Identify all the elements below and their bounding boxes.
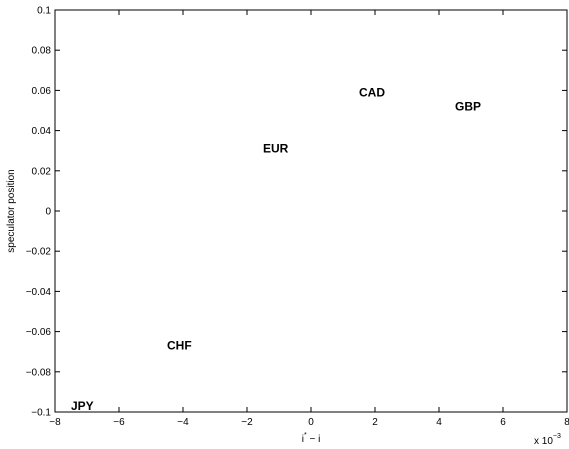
y-tick-label: −0.1 xyxy=(31,408,51,419)
x-tick-label: 6 xyxy=(500,417,506,428)
y-tick-label: −0.08 xyxy=(26,367,52,378)
point-label-chf: CHF xyxy=(167,339,192,353)
x-tick-label: −4 xyxy=(177,417,189,428)
x-axis-label-base: i xyxy=(302,434,304,445)
point-label-eur: EUR xyxy=(263,142,289,156)
point-label-jpy: JPY xyxy=(71,399,94,413)
x-axis-multiplier-base: x 10 xyxy=(534,436,553,447)
point-label-gbp: GBP xyxy=(455,99,481,113)
y-tick-label: 0 xyxy=(45,207,51,218)
y-tick-label: 0.1 xyxy=(37,6,51,17)
x-axis-multiplier: x 10−3 xyxy=(534,433,561,447)
y-tick-label: 0.08 xyxy=(32,46,52,57)
y-tick-label: 0.06 xyxy=(32,86,52,97)
x-axis-label-superscript: * xyxy=(304,432,307,439)
x-tick-label: −6 xyxy=(113,417,125,428)
x-tick-label: 2 xyxy=(372,417,378,428)
y-axis: −0.1 −0.08 −0.06 −0.04 −0.02 0 0.02 0.04 0.06 0.0… xyxy=(26,6,567,419)
y-tick-label: −0.02 xyxy=(26,247,52,258)
x-tick-label: −2 xyxy=(241,417,253,428)
y-axis-label: speculator position xyxy=(6,169,17,252)
x-axis: −8 −6 −4 −2 0 2 4 6 8 xyxy=(49,10,569,428)
x-tick-label: −8 xyxy=(49,417,61,428)
plot-area xyxy=(54,9,568,413)
y-tick-label: −0.06 xyxy=(26,327,52,338)
point-label-cad: CAD xyxy=(359,85,385,99)
x-tick-label: 4 xyxy=(436,417,442,428)
x-axis-label: i* − i xyxy=(302,432,321,445)
data-labels: CAD GBP EUR CHF JPY xyxy=(71,85,481,413)
x-tick-label: 8 xyxy=(564,417,569,428)
y-tick-label: 0.04 xyxy=(32,126,52,137)
x-axis-label-rest: − i xyxy=(307,434,321,445)
x-axis-multiplier-exponent: −3 xyxy=(553,433,561,440)
y-tick-label: −0.04 xyxy=(26,287,52,298)
x-tick-label: 0 xyxy=(308,417,314,428)
y-tick-label: 0.02 xyxy=(32,166,52,177)
